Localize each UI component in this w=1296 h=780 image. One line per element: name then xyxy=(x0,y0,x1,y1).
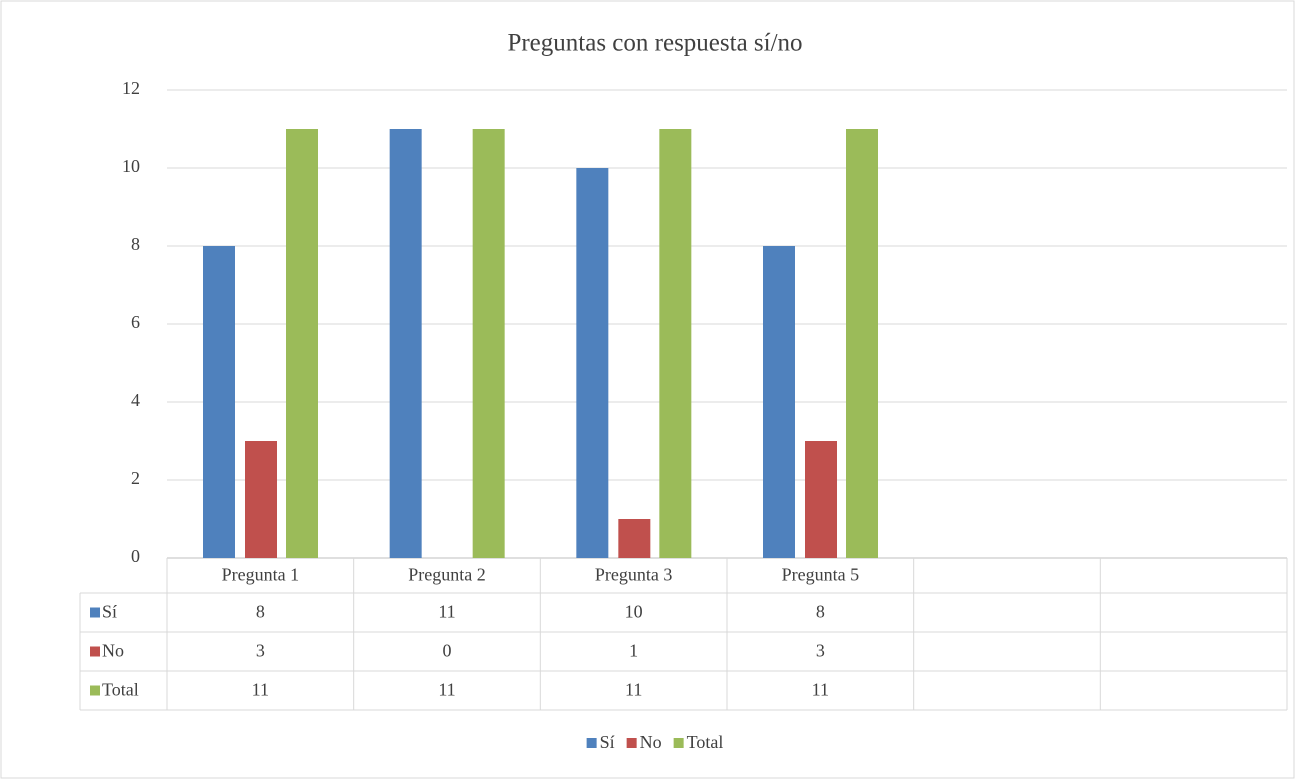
bar xyxy=(472,129,505,558)
y-tick-label: 8 xyxy=(131,234,140,254)
table-legend-key xyxy=(90,685,100,696)
table-value: 11 xyxy=(438,602,455,622)
legend-label: Total xyxy=(687,732,724,752)
y-tick-label: 0 xyxy=(131,546,140,566)
y-tick-label: 10 xyxy=(122,156,140,176)
legend-key xyxy=(673,738,684,748)
legend-key xyxy=(586,738,597,748)
table-value: 11 xyxy=(438,680,455,700)
table-value: 3 xyxy=(816,641,825,661)
x-tick-label: Pregunta 1 xyxy=(222,565,299,585)
y-tick-label: 12 xyxy=(122,78,140,98)
bar xyxy=(576,168,609,558)
bar xyxy=(659,129,692,558)
table-value: 11 xyxy=(812,680,829,700)
table-legend-key xyxy=(90,607,100,618)
table-value: 11 xyxy=(252,680,269,700)
y-tick-label: 2 xyxy=(131,468,140,488)
x-tick-label: Pregunta 3 xyxy=(595,565,672,585)
table-series-name: Total xyxy=(102,680,139,700)
bar xyxy=(286,129,318,558)
y-tick-label: 4 xyxy=(131,390,140,410)
table-series-name: No xyxy=(102,641,124,661)
legend-label: Sí xyxy=(600,732,615,752)
y-tick-label: 6 xyxy=(131,312,140,332)
table-value: 10 xyxy=(625,602,643,622)
x-tick-label: Pregunta 5 xyxy=(782,565,859,585)
legend-key xyxy=(626,738,637,748)
table-value: 8 xyxy=(816,602,825,622)
chart-title: Preguntas con respuesta sí/no xyxy=(507,30,802,57)
bar xyxy=(763,246,795,558)
bar xyxy=(805,441,837,558)
table-value: 1 xyxy=(629,641,638,661)
x-tick-label: Pregunta 2 xyxy=(408,565,485,585)
table-value: 0 xyxy=(443,641,452,661)
bar xyxy=(389,129,422,558)
bar xyxy=(245,441,277,558)
table-value: 8 xyxy=(256,602,265,622)
table-series-name: Sí xyxy=(102,602,117,622)
table-value: 11 xyxy=(625,680,642,700)
table-value: 3 xyxy=(256,641,265,661)
legend-label: No xyxy=(640,732,662,752)
bar xyxy=(618,519,651,558)
bar xyxy=(846,129,878,558)
table-legend-key xyxy=(90,646,100,657)
bar xyxy=(203,246,235,558)
